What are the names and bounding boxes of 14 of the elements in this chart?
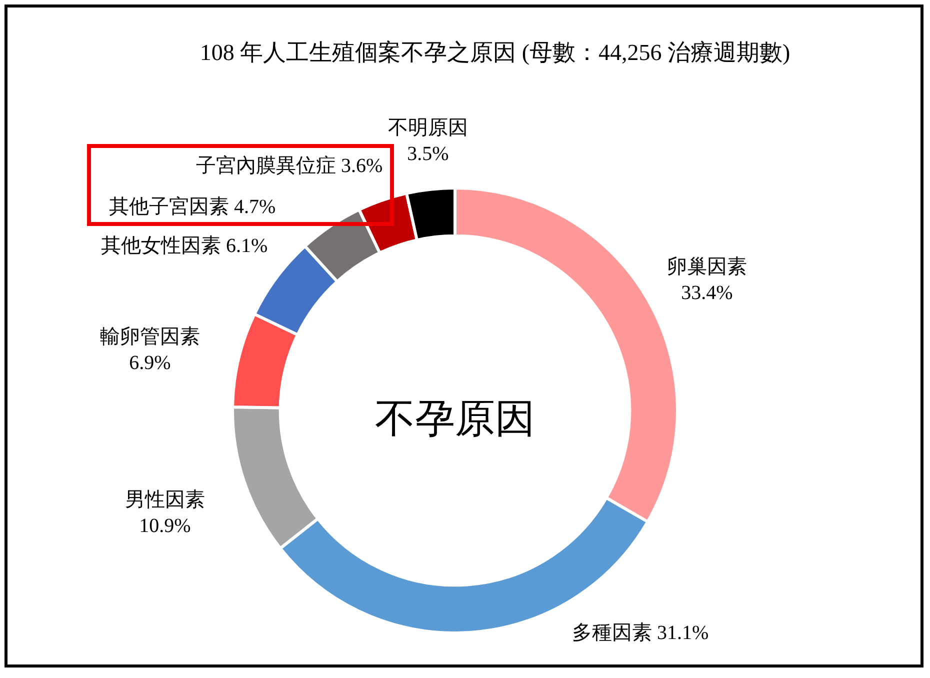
data-label: 3.5% xyxy=(407,143,449,165)
slice-label: 男性因素 xyxy=(125,489,205,511)
data-label: 33.4% xyxy=(681,282,733,304)
slice-label: 不明原因 xyxy=(388,117,468,139)
text: 不孕原因 xyxy=(375,396,535,441)
data-label: 6.9% xyxy=(129,352,171,374)
slice-label: 其他子宮因素 4.7% xyxy=(109,195,276,218)
slice-label: 子宮內膜異位症 3.6% xyxy=(196,154,383,177)
slice-label: 卵巢因素 xyxy=(667,256,747,278)
slice-label: 多種因素 31.1% xyxy=(572,622,709,644)
chart-title: 108 年人工生殖個案不孕之原因 (母數：44,256 治療週期數) xyxy=(200,40,790,66)
data-label: 10.9% xyxy=(139,515,191,537)
slice-label: 其他女性因素 6.1% xyxy=(101,235,268,257)
slice-label: 輸卵管因素 xyxy=(100,326,200,348)
